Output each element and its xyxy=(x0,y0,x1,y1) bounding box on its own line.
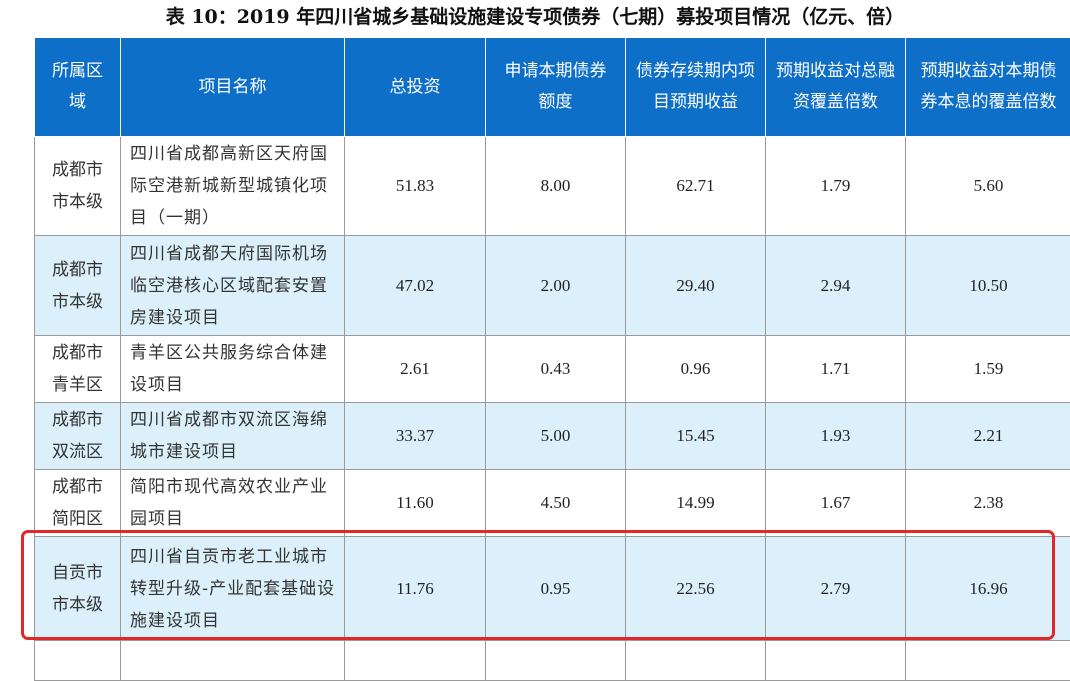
total-investment-cell: 11.76 xyxy=(345,537,486,641)
cover-total-cell: 2.79 xyxy=(766,537,906,641)
bond-quota-cell: 0.95 xyxy=(486,537,626,641)
empty-cell xyxy=(345,641,486,681)
expected-income-cell: 22.56 xyxy=(626,537,766,641)
expected-income-cell: 15.45 xyxy=(626,403,766,470)
expected-income-cell: 62.71 xyxy=(626,137,766,236)
project-name-cell: 简阳市现代高效农业产业园项目 xyxy=(121,470,345,537)
bond-quota-cell: 4.50 xyxy=(486,470,626,537)
cover-total-cell: 2.94 xyxy=(766,236,906,336)
header-bond-quota: 申请本期债券额度 xyxy=(486,38,626,137)
cover-bond-cell: 16.96 xyxy=(906,537,1070,641)
region-cell: 成都市市本级 xyxy=(35,236,121,336)
project-name-cell: 青羊区公共服务综合体建设项目 xyxy=(121,336,345,403)
cover-total-cell: 1.67 xyxy=(766,470,906,537)
cover-total-cell: 1.79 xyxy=(766,137,906,236)
empty-cell xyxy=(626,641,766,681)
cover-total-cell: 1.93 xyxy=(766,403,906,470)
region-cell: 成都市双流区 xyxy=(35,403,121,470)
cover-bond-cell: 2.38 xyxy=(906,470,1070,537)
cover-bond-cell: 1.59 xyxy=(906,336,1070,403)
bond-quota-cell: 2.00 xyxy=(486,236,626,336)
project-name-cell: 四川省成都高新区天府国际空港新城新型城镇化项目（一期） xyxy=(121,137,345,236)
region-cell: 成都市简阳区 xyxy=(35,470,121,537)
region-cell: 成都市青羊区 xyxy=(35,336,121,403)
table-title: 表 10：2019 年四川省城乡基础设施建设专项债券（七期）募投项目情况（亿元、… xyxy=(0,4,1070,30)
cover-bond-cell: 10.50 xyxy=(906,236,1070,336)
bond-quota-cell: 8.00 xyxy=(486,137,626,236)
region-cell: 成都市市本级 xyxy=(35,137,121,236)
project-table: 所属区域 项目名称 总投资 申请本期债券额度 债券存续期内项目预期收益 预期收益… xyxy=(34,37,1070,681)
header-total-investment: 总投资 xyxy=(345,38,486,137)
table-row-highlighted: 自贡市市本级 四川省自贡市老工业城市转型升级-产业配套基础设施建设项目 11.7… xyxy=(35,537,1070,641)
table-row: 成都市市本级 四川省成都高新区天府国际空港新城新型城镇化项目（一期） 51.83… xyxy=(35,137,1070,236)
header-project-name: 项目名称 xyxy=(121,38,345,137)
table-row: 成都市市本级 四川省成都天府国际机场临空港核心区域配套安置房建设项目 47.02… xyxy=(35,236,1070,336)
project-name-cell: 四川省成都天府国际机场临空港核心区域配套安置房建设项目 xyxy=(121,236,345,336)
header-expected-income: 债券存续期内项目预期收益 xyxy=(626,38,766,137)
header-cover-bond: 预期收益对本期债券本息的覆盖倍数 xyxy=(906,38,1070,137)
cover-bond-cell: 5.60 xyxy=(906,137,1070,236)
empty-cell xyxy=(906,641,1070,681)
total-investment-cell: 11.60 xyxy=(345,470,486,537)
table-row: 成都市青羊区 青羊区公共服务综合体建设项目 2.61 0.43 0.96 1.7… xyxy=(35,336,1070,403)
table-row: 成都市双流区 四川省成都市双流区海绵城市建设项目 33.37 5.00 15.4… xyxy=(35,403,1070,470)
header-region: 所属区域 xyxy=(35,38,121,137)
total-investment-cell: 33.37 xyxy=(345,403,486,470)
expected-income-cell: 14.99 xyxy=(626,470,766,537)
expected-income-cell: 29.40 xyxy=(626,236,766,336)
header-row: 所属区域 项目名称 总投资 申请本期债券额度 债券存续期内项目预期收益 预期收益… xyxy=(35,38,1070,137)
empty-cell xyxy=(766,641,906,681)
table-row: 成都市简阳区 简阳市现代高效农业产业园项目 11.60 4.50 14.99 1… xyxy=(35,470,1070,537)
empty-cell xyxy=(121,641,345,681)
expected-income-cell: 0.96 xyxy=(626,336,766,403)
cover-bond-cell: 2.21 xyxy=(906,403,1070,470)
header-cover-total: 预期收益对总融资覆盖倍数 xyxy=(766,38,906,137)
region-cell: 自贡市市本级 xyxy=(35,537,121,641)
project-name-cell: 四川省成都市双流区海绵城市建设项目 xyxy=(121,403,345,470)
total-investment-cell: 47.02 xyxy=(345,236,486,336)
table-row-cutoff xyxy=(35,641,1070,681)
total-investment-cell: 2.61 xyxy=(345,336,486,403)
cover-total-cell: 1.71 xyxy=(766,336,906,403)
bond-quota-cell: 0.43 xyxy=(486,336,626,403)
total-investment-cell: 51.83 xyxy=(345,137,486,236)
bond-quota-cell: 5.00 xyxy=(486,403,626,470)
empty-cell xyxy=(35,641,121,681)
empty-cell xyxy=(486,641,626,681)
project-name-cell: 四川省自贡市老工业城市转型升级-产业配套基础设施建设项目 xyxy=(121,537,345,641)
